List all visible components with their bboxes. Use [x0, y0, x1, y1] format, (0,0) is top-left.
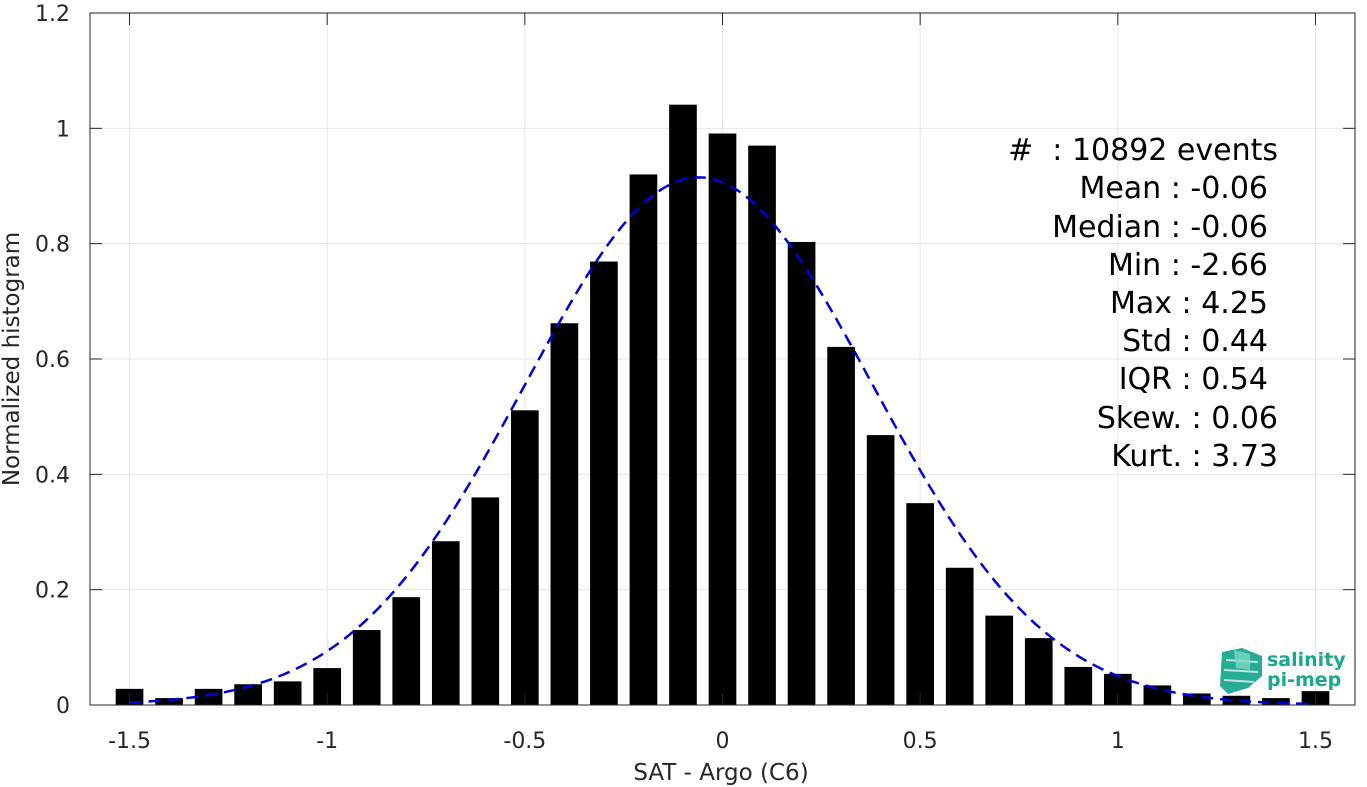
histogram-bar: [748, 145, 776, 706]
histogram-bar: [234, 684, 262, 705]
gaussian-fit-curve: [129, 176, 1316, 706]
histogram-bar: [550, 323, 579, 705]
stat-min: Min : -2.66: [1108, 248, 1268, 283]
histogram-bar: [352, 630, 381, 705]
y-axis-label: Normalized histogram: [0, 232, 25, 486]
stat-mean: Mean : -0.06: [1079, 171, 1268, 206]
y-tick-label: 0.4: [35, 463, 70, 488]
histogram-bar: [1262, 698, 1290, 705]
stat-kurt: Kurt. : 3.73: [1111, 439, 1278, 474]
salinity-pi-mep-logo: salinity pi-mep: [1220, 648, 1346, 694]
histogram-bar: [590, 261, 618, 705]
stat-skew: Skew. : 0.06: [1097, 401, 1278, 436]
y-tick-label: 1.2: [35, 2, 70, 27]
y-tick-label: 1: [56, 117, 70, 142]
histogram-bar: [1064, 666, 1093, 705]
histogram-bar: [787, 241, 816, 706]
histogram-bar: [669, 104, 697, 705]
histogram-bar: [392, 597, 421, 705]
histogram-bar: [708, 133, 737, 706]
stats-box: # : 10892 events Mean : -0.06 Median : -…: [1008, 133, 1278, 474]
x-tick-label: -1.5: [108, 729, 151, 754]
y-tick-label: 0.2: [35, 579, 70, 604]
x-axis-label: SAT - Argo (C6): [633, 760, 808, 786]
histogram-bar: [471, 497, 500, 705]
y-axis-ticks: 0 0.2 0.4 0.6 0.8 1 1.2: [35, 2, 1355, 719]
x-tick-label: -1: [316, 729, 338, 754]
x-tick-label: 1.5: [1298, 729, 1333, 754]
histogram-bar: [906, 503, 934, 705]
histogram-bar: [629, 174, 658, 705]
histogram-bar: [1222, 695, 1251, 705]
histogram-bar: [194, 688, 223, 705]
histogram-bar: [866, 435, 895, 705]
histogram-bar: [1183, 693, 1211, 705]
histogram-bar: [827, 346, 855, 705]
x-tick-label: 0: [716, 729, 730, 754]
logo-icon: [1220, 648, 1262, 694]
histogram-bar: [511, 410, 539, 705]
x-tick-label: 1: [1111, 729, 1125, 754]
histogram-bar: [985, 615, 1014, 705]
stat-iqr: IQR : 0.54: [1119, 362, 1268, 397]
histogram-bar: [1024, 638, 1053, 705]
x-tick-label: -0.5: [503, 729, 546, 754]
stat-max: Max : 4.25: [1110, 286, 1268, 321]
histogram-bar: [945, 567, 974, 705]
logo-text-line1: salinity: [1267, 649, 1346, 671]
histogram-bar: [1143, 685, 1172, 705]
histogram-bar: [155, 698, 183, 705]
stat-std: Std : 0.44: [1122, 324, 1268, 359]
stat-median: Median : -0.06: [1052, 210, 1268, 245]
histogram-bar: [431, 541, 460, 705]
stat-events: # : 10892 events: [1008, 133, 1278, 168]
y-tick-label: 0.8: [35, 233, 70, 258]
logo-text-line2: pi-mep: [1267, 669, 1341, 691]
histogram-bar: [273, 681, 302, 705]
y-tick-label: 0.6: [35, 348, 70, 373]
x-axis-ticks: -1.5 -1 -0.5 0 0.5 1 1.5: [108, 13, 1333, 754]
x-tick-label: 0.5: [903, 729, 938, 754]
y-tick-label: 0: [56, 694, 70, 719]
